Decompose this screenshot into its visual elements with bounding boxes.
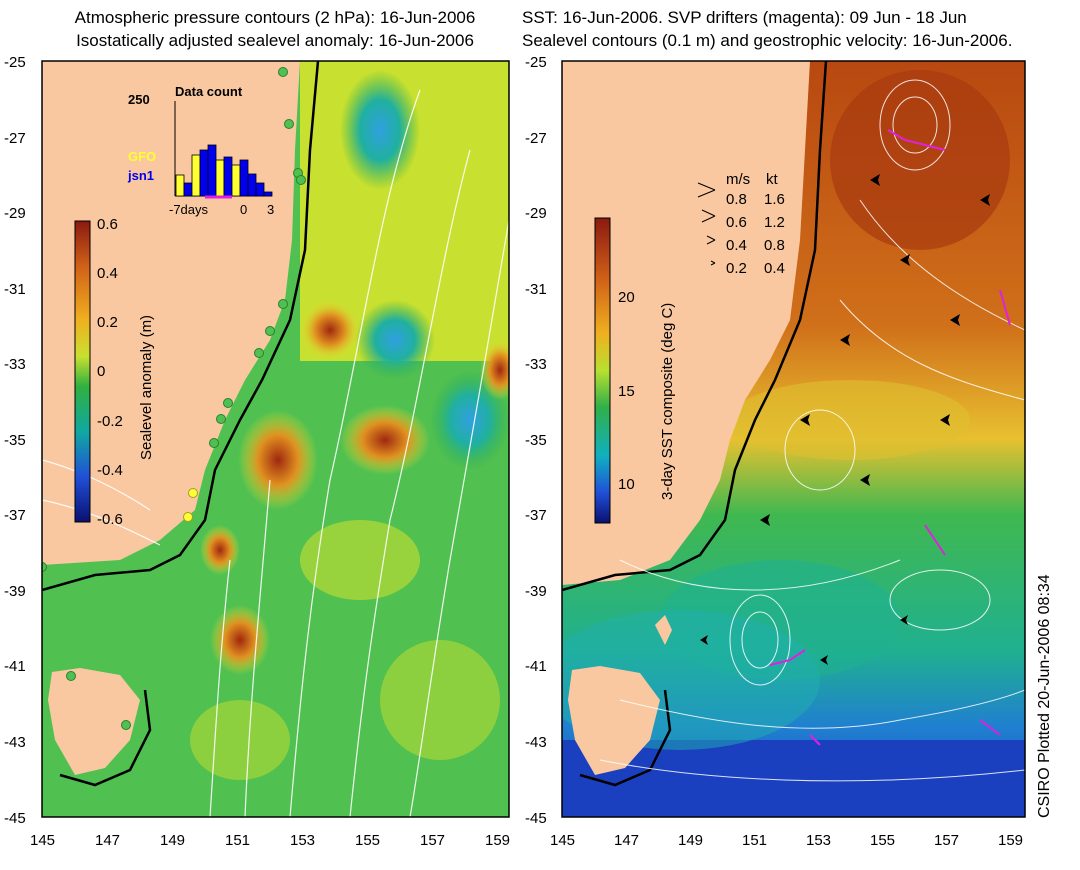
lon-label: 155: [355, 832, 380, 849]
lat-label: -29: [4, 205, 26, 222]
lon-label: 159: [998, 832, 1023, 849]
ssh-colorbar: [74, 220, 91, 523]
lon-label: 153: [806, 832, 831, 849]
lat-label: -39: [525, 583, 547, 600]
lat-label: -27: [4, 130, 26, 147]
lat-label: -41: [525, 658, 547, 675]
lon-label: 151: [742, 832, 767, 849]
inset-title: Data count: [175, 84, 243, 99]
left-map: [42, 61, 509, 817]
lat-label: -29: [525, 205, 547, 222]
lon-label: 159: [485, 832, 510, 849]
inset-ymax: 250: [128, 92, 150, 107]
lon-label: 149: [160, 832, 185, 849]
lon-label: 145: [30, 832, 55, 849]
lon-label: 157: [934, 832, 959, 849]
arrow-icon: [706, 235, 716, 245]
lat-label: -43: [4, 734, 26, 751]
ssh-tick: -0.6: [97, 511, 123, 528]
ssh-colorbar-label: Sealevel anomaly (m): [138, 315, 155, 460]
lat-label: -39: [4, 583, 26, 600]
lon-label: 151: [225, 832, 250, 849]
ssh-tick: 0.2: [97, 314, 118, 331]
lat-label: -41: [4, 658, 26, 675]
ssh-tick: -0.4: [97, 462, 123, 479]
lon-label: 147: [95, 832, 120, 849]
velocity-kt: 1.6: [764, 191, 785, 208]
velocity-key-header-kt: kt: [766, 171, 779, 188]
lat-label: -31: [4, 281, 26, 298]
lat-label: -25: [525, 54, 547, 71]
sst-tick: 10: [618, 476, 635, 493]
ssh-tick: 0.6: [97, 216, 118, 233]
inset-xlabel: -7days: [169, 202, 209, 217]
left-title-line1: Atmospheric pressure contours (2 hPa): 1…: [74, 8, 476, 27]
lon-label: 149: [678, 832, 703, 849]
inset-legend-jsn1: jsn1: [127, 168, 154, 183]
ssh-tick: 0: [97, 363, 105, 380]
velocity-kt: 0.8: [764, 237, 785, 254]
left-title-line2: Isostatically adjusted sealevel anomaly:…: [76, 31, 474, 50]
arrow-icon: [701, 209, 716, 223]
lat-label: -37: [525, 507, 547, 524]
inset-xlabel: 3: [267, 202, 274, 217]
lon-label: 147: [614, 832, 639, 849]
velocity-key: m/s kt 0.8 1.6 0.6 1.2 0.4 0.8 0.2 0.4: [697, 171, 785, 277]
lat-label: -33: [525, 356, 547, 373]
sst-tick: 15: [618, 383, 635, 400]
data-count-inset: Data count 250 GFO jsn1 -7days 0 3: [127, 84, 274, 217]
lat-label: -27: [525, 130, 547, 147]
lon-label: 155: [870, 832, 895, 849]
sst-tick: 20: [618, 289, 635, 306]
lat-label: -43: [525, 734, 547, 751]
velocity-ms: 0.6: [726, 214, 747, 231]
inset-legend-gfo: GFO: [128, 149, 156, 164]
lat-label: -25: [4, 54, 26, 71]
lat-label: -45: [4, 810, 26, 827]
sst-colorbar-label: 3-day SST composite (deg C): [659, 303, 676, 500]
ssh-tick: 0.4: [97, 265, 118, 282]
right-title-line2: Sealevel contours (0.1 m) and geostrophi…: [522, 31, 1013, 50]
lat-label: -35: [4, 432, 26, 449]
lon-label: 157: [420, 832, 445, 849]
lat-label: -37: [4, 507, 26, 524]
lat-label: -31: [525, 281, 547, 298]
lat-label: -35: [525, 432, 547, 449]
inset-xlabel: 0: [240, 202, 247, 217]
right-map: [562, 61, 1025, 817]
velocity-kt: 1.2: [764, 214, 785, 231]
axis-labels: -25 -27 -29 -31 -33 -35 -37 -39 -41 -43 …: [4, 54, 1023, 849]
velocity-ms: 0.4: [726, 237, 747, 254]
lon-label: 145: [550, 832, 575, 849]
arrow-icon: [697, 182, 716, 198]
sst-colorbar: [594, 217, 611, 524]
lat-label: -45: [525, 810, 547, 827]
plot-credit: CSIRO Plotted 20-Jun-2006 08:34: [1036, 574, 1053, 818]
velocity-ms: 0.8: [726, 191, 747, 208]
lon-label: 153: [290, 832, 315, 849]
lat-label: -33: [4, 356, 26, 373]
right-title-line1: SST: 16-Jun-2006. SVP drifters (magenta)…: [522, 8, 967, 27]
ssh-tick: -0.2: [97, 413, 123, 430]
velocity-key-header-ms: m/s: [726, 171, 750, 188]
velocity-ms: 0.2: [726, 260, 747, 277]
arrow-icon: [710, 260, 716, 266]
velocity-kt: 0.4: [764, 260, 785, 277]
